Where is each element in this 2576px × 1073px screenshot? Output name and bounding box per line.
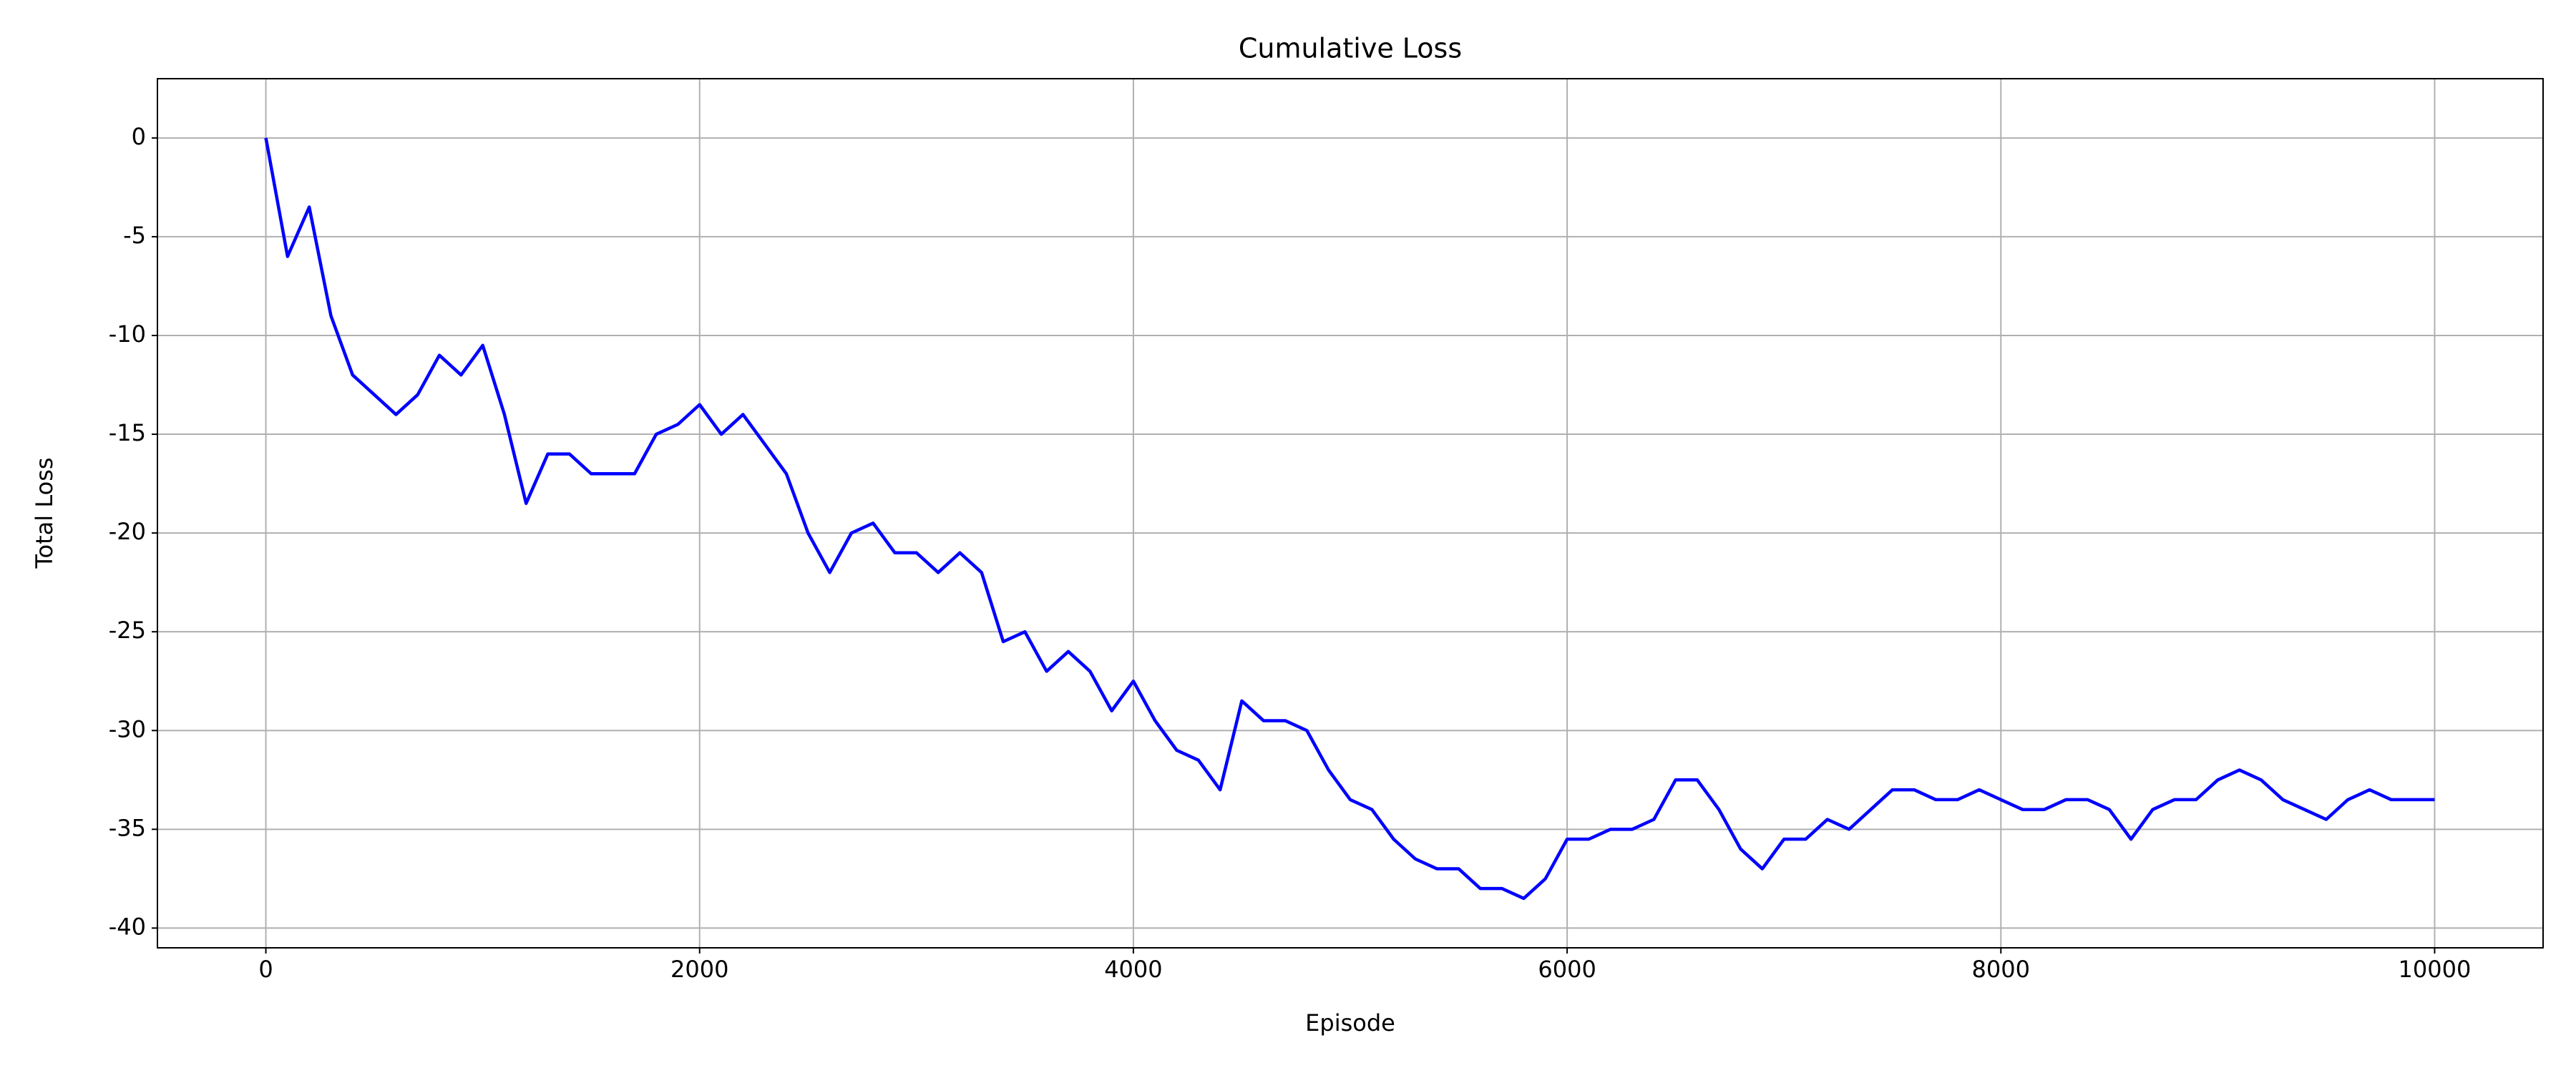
y-tick-label: -5 xyxy=(123,222,146,249)
x-tick-label: 6000 xyxy=(1538,956,1596,983)
x-tick-label: 0 xyxy=(258,956,273,983)
y-axis-label: Total Loss xyxy=(31,457,58,569)
x-tick-label: 4000 xyxy=(1104,956,1162,983)
data-line xyxy=(264,137,2435,901)
y-tick-label: -40 xyxy=(109,913,146,940)
y-tick-label: -25 xyxy=(109,617,146,644)
y-tick-label: -15 xyxy=(109,419,146,446)
x-tick-label: 2000 xyxy=(670,956,728,983)
x-tick-label: 10000 xyxy=(2399,956,2472,983)
y-tick-label: 0 xyxy=(132,123,146,150)
chart-title: Cumulative Loss xyxy=(1239,33,1462,64)
y-tick-label: -30 xyxy=(109,715,146,743)
y-tick-label: -10 xyxy=(109,320,146,348)
plot-frame xyxy=(157,78,2544,949)
x-tick-label: 8000 xyxy=(1972,956,2030,983)
y-tick-label: -35 xyxy=(109,814,146,841)
x-axis-label: Episode xyxy=(1305,1009,1395,1037)
y-tick-label: -20 xyxy=(109,518,146,545)
